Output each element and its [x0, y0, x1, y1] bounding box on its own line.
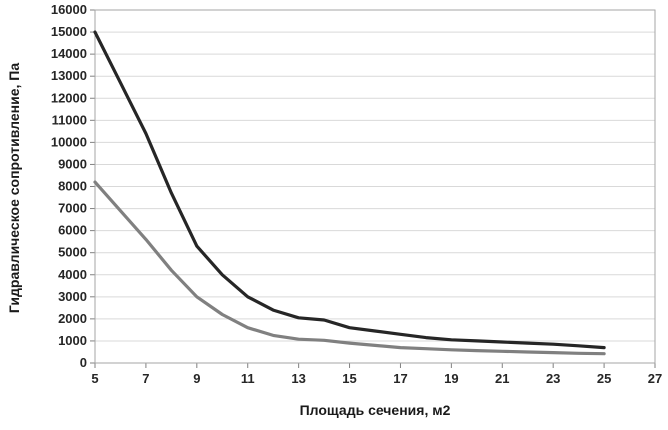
x-tick-label: 27	[648, 371, 662, 386]
x-tick-label: 11	[241, 371, 255, 386]
y-tick-label: 11000	[52, 112, 87, 127]
y-tick-label: 2000	[58, 311, 87, 326]
tick-marks	[90, 9, 656, 368]
y-tick-label: 6000	[58, 223, 87, 238]
gridlines	[95, 31, 655, 342]
x-tick-labels: 5 7 9 11 13 15 17 19 21 23 25 27	[91, 371, 662, 386]
x-tick-label: 17	[393, 371, 407, 386]
y-tick-label: 13000	[51, 68, 87, 83]
x-tick-label: 13	[291, 371, 305, 386]
y-tick-label: 0	[80, 355, 87, 370]
y-tick-label: 8000	[58, 179, 87, 194]
y-tick-label: 15000	[51, 24, 87, 39]
y-tick-label: 7000	[58, 201, 87, 216]
y-tick-label: 1000	[58, 333, 87, 348]
y-tick-label: 5000	[58, 245, 87, 260]
series-gray-line	[93, 180, 606, 356]
y-tick-label: 12000	[51, 90, 87, 105]
y-tick-label: 16000	[51, 2, 87, 17]
x-tick-label: 19	[444, 371, 458, 386]
series-dark-line	[93, 30, 606, 350]
x-tick-label: 7	[142, 371, 149, 386]
y-tick-labels: 0 1000 2000 3000 4000 5000 6000 7000 8000 9000 100…	[51, 2, 87, 370]
x-tick-label: 9	[193, 371, 200, 386]
x-tick-label: 25	[597, 371, 611, 386]
x-axis-title: Площадь сечения, м2	[299, 402, 451, 418]
y-tick-label: 9000	[58, 156, 87, 171]
x-tick-label: 5	[91, 371, 98, 386]
x-tick-label: 15	[342, 371, 356, 386]
y-tick-label: 14000	[51, 46, 87, 61]
y-tick-label: 10000	[51, 134, 87, 149]
x-tick-label: 21	[495, 371, 509, 386]
plot-border	[94, 9, 656, 364]
x-tick-label: 23	[546, 371, 560, 386]
y-tick-label: 4000	[58, 267, 87, 282]
y-tick-label: 3000	[58, 289, 87, 304]
